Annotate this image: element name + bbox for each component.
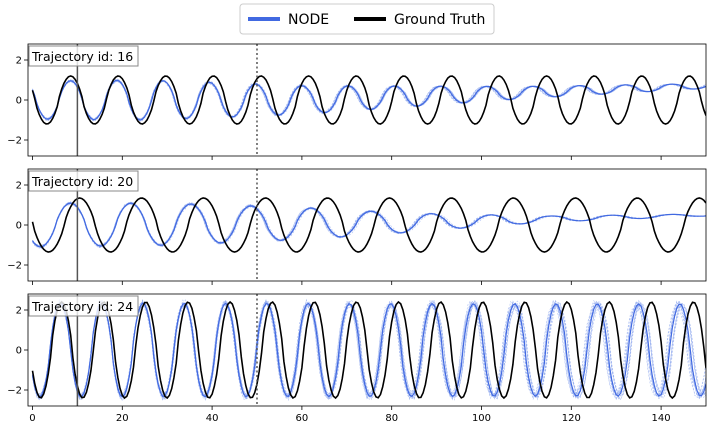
node-ensemble-line xyxy=(32,201,706,250)
y-tick-label: −2 xyxy=(7,261,22,272)
x-tick-label: 40 xyxy=(206,413,219,424)
panel-label-box xyxy=(28,170,139,192)
panel-label-text: Trajectory id: 20 xyxy=(31,174,133,189)
panel-label-box xyxy=(28,295,139,317)
x-tick-label: 60 xyxy=(296,413,309,424)
y-tick-label: 2 xyxy=(16,306,22,317)
y-tick-label: 2 xyxy=(16,56,22,67)
x-tick-label: 80 xyxy=(385,413,398,424)
panel-label-text: Trajectory id: 16 xyxy=(31,49,133,64)
x-tick-label: 20 xyxy=(116,413,129,424)
legend-label-ground-truth: Ground Truth xyxy=(394,12,485,28)
panel-label: Trajectory id: 24 xyxy=(28,295,139,317)
ground-truth-line xyxy=(31,197,706,253)
panels: −2 0 2 Trajectory id: 16 −2 0 2 Trajectory id: … xyxy=(7,43,707,424)
x-tick-label: 0 xyxy=(29,413,35,424)
node-ensemble-line xyxy=(32,298,706,401)
node-ensemble-line xyxy=(32,299,706,402)
y-tick-label: −2 xyxy=(7,136,22,147)
node-line xyxy=(32,202,706,248)
panel-label: Trajectory id: 20 xyxy=(28,170,139,192)
panel-label-text: Trajectory id: 24 xyxy=(31,299,133,314)
legend: NODE Ground Truth xyxy=(239,3,495,35)
ground-truth-line xyxy=(31,300,706,400)
y-tick-label: −2 xyxy=(7,386,22,397)
x-tick-label: 140 xyxy=(652,413,671,424)
node-ensemble-line xyxy=(32,300,706,401)
node-line xyxy=(31,79,706,121)
x-tick-label: 120 xyxy=(562,413,581,424)
y-tick-label: 0 xyxy=(16,96,22,107)
x-tick-label: 100 xyxy=(472,413,491,424)
node-ensemble-line xyxy=(32,202,706,249)
panel-label-box xyxy=(28,45,139,67)
plot-area xyxy=(31,298,706,402)
node-line xyxy=(31,302,706,398)
plot-area xyxy=(31,197,706,253)
node-ensemble-line xyxy=(32,202,706,249)
plot-area xyxy=(31,75,706,125)
ground-truth-line xyxy=(31,75,706,125)
panel-2: −2 0 2 Trajectory id: 20 xyxy=(7,168,707,285)
legend-label-node: NODE xyxy=(288,12,329,28)
panel-1: −2 0 2 Trajectory id: 16 xyxy=(7,43,707,160)
y-tick-label: 2 xyxy=(16,181,22,192)
y-tick-label: 0 xyxy=(16,346,22,357)
node-ensemble-line xyxy=(32,201,706,248)
panel-label: Trajectory id: 16 xyxy=(28,45,139,67)
y-tick-label: 0 xyxy=(16,221,22,232)
node-ensemble-line xyxy=(32,299,706,401)
node-ensemble-line xyxy=(32,202,706,249)
